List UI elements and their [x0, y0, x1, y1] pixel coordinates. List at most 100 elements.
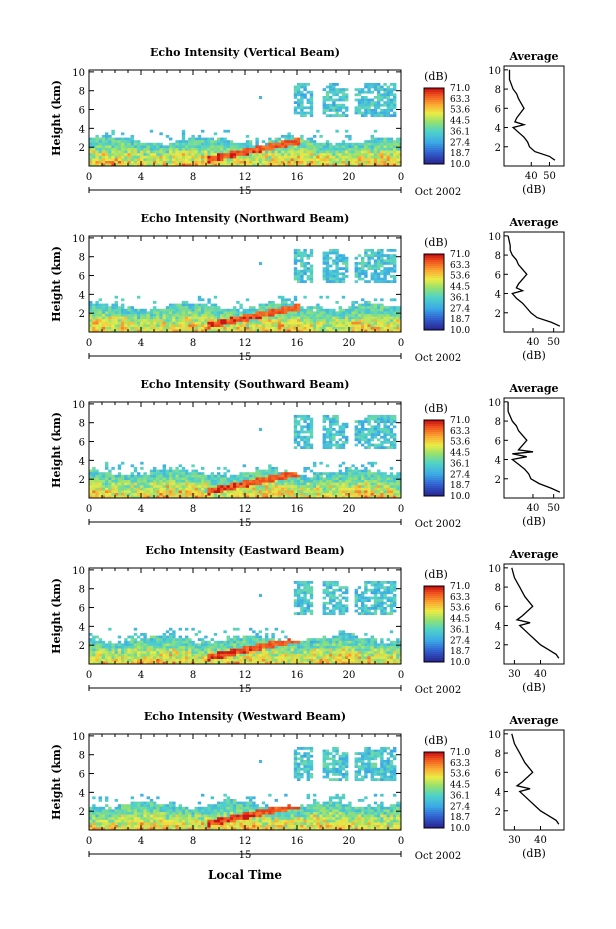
colorbar-frame	[423, 751, 445, 829]
x-tick-label: 16	[291, 172, 304, 183]
y-tick-label: 6	[79, 106, 85, 117]
colorbar-tick-label: 10.0	[450, 492, 470, 502]
colorbar	[424, 752, 444, 829]
x-tick-label: 4	[138, 338, 144, 349]
profile-x-tick-label: 40	[534, 835, 547, 846]
colorbar-tick-label: 53.6	[450, 438, 470, 448]
profile-title: Average	[508, 714, 558, 727]
colorbar	[424, 88, 444, 165]
date-label: Oct 2002	[415, 187, 461, 198]
profile-y-tick-label: 2	[495, 143, 501, 154]
heatmap-cells	[89, 249, 401, 332]
heatmap-cells	[89, 747, 401, 830]
y-tick-label: 6	[79, 272, 85, 283]
colorbar-unit: (dB)	[424, 568, 448, 581]
profile-line	[507, 235, 561, 327]
panel-title: Echo Intensity (Westward Beam)	[144, 710, 346, 723]
date-label: Oct 2002	[415, 685, 461, 696]
profile-x-label: (dB)	[522, 515, 546, 528]
colorbar-tick-label: 10.0	[450, 160, 470, 170]
profile-y-tick-label: 10	[488, 398, 501, 409]
colorbar-tick-label: 71.0	[450, 416, 470, 426]
y-axis-label: Height (km)	[50, 246, 63, 322]
colorbar-tick-label: 71.0	[450, 748, 470, 758]
profile-x-tick-label: 40	[534, 669, 547, 680]
profile-y-tick-label: 4	[495, 788, 501, 799]
y-axis-label: Height (km)	[50, 744, 63, 820]
y-tick-label: 2	[79, 475, 85, 486]
profile-line	[507, 401, 561, 493]
panel-2: Echo Intensity (Northward Beam) 2 4 6 8 10 Hei…	[50, 212, 565, 364]
profile-y-tick-label: 8	[495, 85, 501, 96]
profile-title: Average	[508, 548, 558, 561]
profile-y-tick-label: 4	[495, 124, 501, 135]
colorbar-tick-label: 53.6	[450, 770, 470, 780]
colorbar-tick-label: 27.4	[450, 470, 470, 480]
colorbar	[424, 420, 444, 497]
x-tick-label: 4	[138, 670, 144, 681]
panel-1: Echo Intensity (Vertical Beam) 2 4 6 8 10 Heig…	[50, 46, 565, 198]
colorbar-tick-label: 44.5	[450, 283, 470, 293]
colorbar	[424, 254, 444, 331]
colorbar-frame	[423, 87, 445, 165]
profile-x-tick-label: 40	[525, 171, 538, 182]
y-axis-label: Height (km)	[50, 578, 63, 654]
colorbar-tick-label: 71.0	[450, 250, 470, 260]
profile-y-tick-label: 4	[495, 456, 501, 467]
profile-x-label: (dB)	[522, 847, 546, 860]
panel-5: Echo Intensity (Westward Beam) 2 4 6 8 10 Heig…	[50, 710, 565, 862]
profile-x-tick-label: 30	[508, 835, 521, 846]
colorbar-tick-label: 63.3	[450, 95, 470, 105]
colorbar-tick-label: 36.1	[450, 127, 470, 137]
colorbar-tick-label: 44.5	[450, 781, 470, 791]
colorbar-tick-label: 18.7	[450, 813, 470, 823]
profile-y-tick-label: 4	[495, 290, 501, 301]
colorbar-tick-label: 27.4	[450, 304, 470, 314]
profile-y-tick-label: 10	[488, 730, 501, 741]
colorbar	[424, 586, 444, 663]
colorbar-frame	[423, 253, 445, 331]
x-tick-label: 12	[239, 504, 252, 515]
y-tick-label: 2	[79, 641, 85, 652]
x-tick-label: 0	[86, 670, 92, 681]
profile-x-label: (dB)	[522, 681, 546, 694]
y-tick-label: 4	[79, 788, 85, 799]
x-tick-label: 16	[291, 670, 304, 681]
x-tick-label: 12	[239, 670, 252, 681]
day-marker-label: 15	[239, 352, 252, 363]
colorbar-unit: (dB)	[424, 734, 448, 747]
colorbar-frame	[423, 419, 445, 497]
colorbar-tick-label: 71.0	[450, 84, 470, 94]
colorbar-tick-label: 18.7	[450, 149, 470, 159]
profile-frame	[503, 65, 565, 167]
heatmap-cells	[89, 415, 401, 498]
y-tick-label: 4	[79, 290, 85, 301]
x-tick-label: 4	[138, 836, 144, 847]
y-tick-label: 4	[79, 456, 85, 467]
colorbar-tick-label: 27.4	[450, 636, 470, 646]
y-axis-label: Height (km)	[50, 412, 63, 488]
y-tick-label: 2	[79, 143, 85, 154]
y-tick-label: 4	[79, 124, 85, 135]
profile-title: Average	[508, 216, 558, 229]
date-label: Oct 2002	[415, 851, 461, 862]
profile-x-tick-label: 30	[508, 669, 521, 680]
y-tick-label: 4	[79, 622, 85, 633]
profile-title: Average	[508, 382, 558, 395]
colorbar-tick-label: 18.7	[450, 647, 470, 657]
colorbar-tick-label: 53.6	[450, 604, 470, 614]
colorbar-tick-label: 18.7	[450, 481, 470, 491]
profile-x-tick-label: 50	[547, 337, 560, 348]
date-label: Oct 2002	[415, 519, 461, 530]
profile-x-tick-label: 50	[543, 171, 556, 182]
y-tick-label: 6	[79, 438, 85, 449]
colorbar-tick-label: 44.5	[450, 449, 470, 459]
day-marker-label: 15	[239, 684, 252, 695]
y-tick-label: 10	[72, 732, 85, 743]
profile-y-tick-label: 8	[495, 749, 501, 760]
heatmap-cells	[89, 83, 401, 166]
x-tick-label: 20	[343, 172, 356, 183]
x-tick-label: 0	[398, 670, 404, 681]
day-marker-label: 15	[239, 186, 252, 197]
